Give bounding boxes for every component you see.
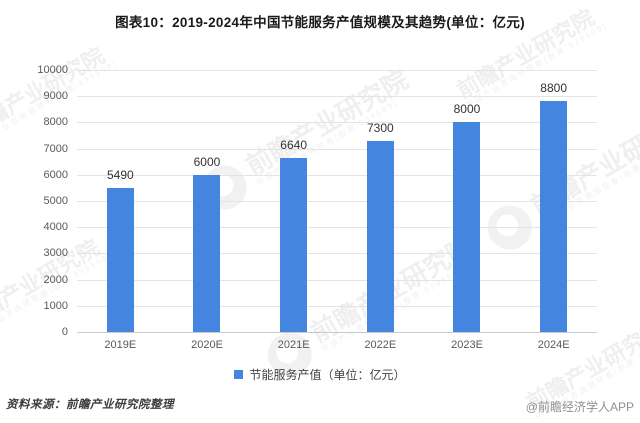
bar-slot: 5490 bbox=[77, 70, 164, 332]
bar-slot: 7300 bbox=[337, 70, 424, 332]
y-tick-label: 3000 bbox=[43, 247, 68, 260]
y-tick-label: 6000 bbox=[43, 168, 68, 181]
bar-slot: 6640 bbox=[250, 70, 337, 332]
y-tick-label: 8000 bbox=[43, 116, 68, 129]
source-note: 资料来源：前瞻产业研究院整理 bbox=[6, 399, 174, 411]
brand-note: @前瞻经济学人APP bbox=[525, 400, 634, 414]
gridline bbox=[77, 227, 597, 229]
y-tick-label: 4000 bbox=[43, 221, 68, 234]
y-tick-label: 9000 bbox=[43, 90, 68, 103]
x-axis: 2019E 2020E 2021E 2022E 2023E 2024E bbox=[77, 339, 597, 351]
bar-value-label: 6000 bbox=[193, 154, 221, 169]
legend-label: 节能服务产值（单位：亿元） bbox=[249, 368, 406, 382]
y-tick-label: 10000 bbox=[37, 64, 68, 76]
x-tick-label: 2021E bbox=[277, 339, 310, 351]
y-axis: 0 1000 2000 3000 4000 5000 6000 7000 8000 9000 100… bbox=[0, 64, 68, 338]
bar bbox=[453, 122, 481, 332]
gridline bbox=[77, 70, 597, 71]
gridline bbox=[77, 174, 597, 176]
x-tick-label: 2023E bbox=[451, 339, 483, 351]
bar-slot: 6000 bbox=[164, 70, 251, 332]
bar-value-label: 8000 bbox=[453, 102, 481, 117]
x-tick-label: 2020E bbox=[191, 339, 223, 351]
gridline bbox=[77, 253, 597, 255]
bar-series: 5490 6000 6640 7300 8000 8800 bbox=[77, 70, 597, 332]
x-tick-label: 2024E bbox=[537, 339, 570, 351]
plot-area: 5490 6000 6640 7300 8000 8800 bbox=[77, 70, 597, 333]
gridline bbox=[77, 96, 597, 98]
bar-slot: 8800 bbox=[510, 70, 597, 332]
bar bbox=[540, 101, 568, 332]
gridline bbox=[77, 279, 597, 281]
gridline bbox=[77, 305, 597, 307]
bar-slot: 8000 bbox=[424, 70, 511, 332]
bar-value-label: 6640 bbox=[280, 138, 307, 153]
bar-value-label: 5490 bbox=[106, 168, 134, 183]
x-tick-label: 2022E bbox=[364, 339, 397, 351]
y-tick-label: 5000 bbox=[43, 195, 68, 207]
gridline bbox=[77, 201, 597, 202]
chart-title: 图表10：2019-2024年中国节能服务产值规模及其趋势(单位：亿元) bbox=[115, 15, 525, 30]
x-tick-label: 2019E bbox=[104, 339, 137, 351]
y-tick-label: 7000 bbox=[43, 142, 68, 155]
gridline bbox=[77, 148, 597, 150]
legend: 节能服务产值（单位：亿元） bbox=[0, 366, 640, 383]
bar bbox=[366, 140, 394, 332]
legend-marker-icon bbox=[234, 370, 244, 379]
bar bbox=[106, 188, 134, 332]
bar bbox=[193, 174, 221, 332]
bar-value-label: 8800 bbox=[540, 81, 567, 96]
gridline bbox=[77, 122, 597, 124]
y-tick-label: 1000 bbox=[43, 299, 68, 312]
bar bbox=[280, 158, 308, 332]
y-tick-label: 2000 bbox=[43, 273, 68, 286]
bar-value-label: 7300 bbox=[366, 120, 394, 135]
y-tick-label: 0 bbox=[61, 326, 68, 338]
